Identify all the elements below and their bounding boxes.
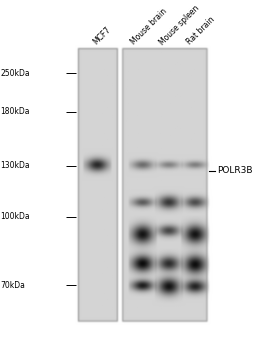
Text: 70kDa: 70kDa (1, 281, 25, 290)
Text: 100kDa: 100kDa (1, 212, 30, 222)
Text: MCF7: MCF7 (91, 25, 112, 47)
Text: Rat brain: Rat brain (185, 15, 216, 47)
Text: 180kDa: 180kDa (1, 107, 30, 116)
Text: POLR3B: POLR3B (216, 166, 251, 175)
Text: 130kDa: 130kDa (1, 161, 30, 170)
Text: 250kDa: 250kDa (1, 69, 30, 78)
Text: Mouse brain: Mouse brain (129, 7, 168, 47)
Text: Mouse spleen: Mouse spleen (157, 3, 200, 47)
